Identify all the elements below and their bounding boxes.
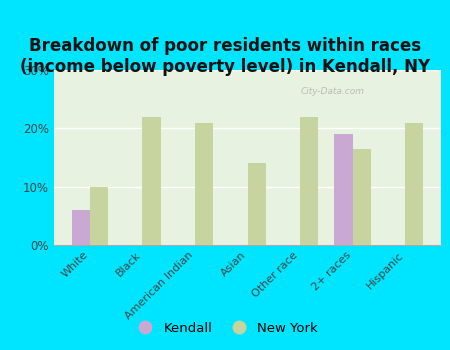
- Bar: [352, 149, 371, 245]
- Bar: [248, 163, 266, 245]
- Bar: [143, 117, 161, 245]
- Text: Breakdown of poor residents within races
(income below poverty level) in Kendall: Breakdown of poor residents within races…: [20, 37, 430, 76]
- Text: City-Data.com: City-Data.com: [301, 86, 364, 96]
- Bar: [195, 122, 213, 245]
- Legend: Kendall, New York: Kendall, New York: [126, 316, 324, 340]
- Bar: [90, 187, 108, 245]
- Bar: [72, 210, 90, 245]
- Bar: [334, 134, 352, 245]
- Bar: [300, 117, 319, 245]
- Bar: [405, 122, 423, 245]
